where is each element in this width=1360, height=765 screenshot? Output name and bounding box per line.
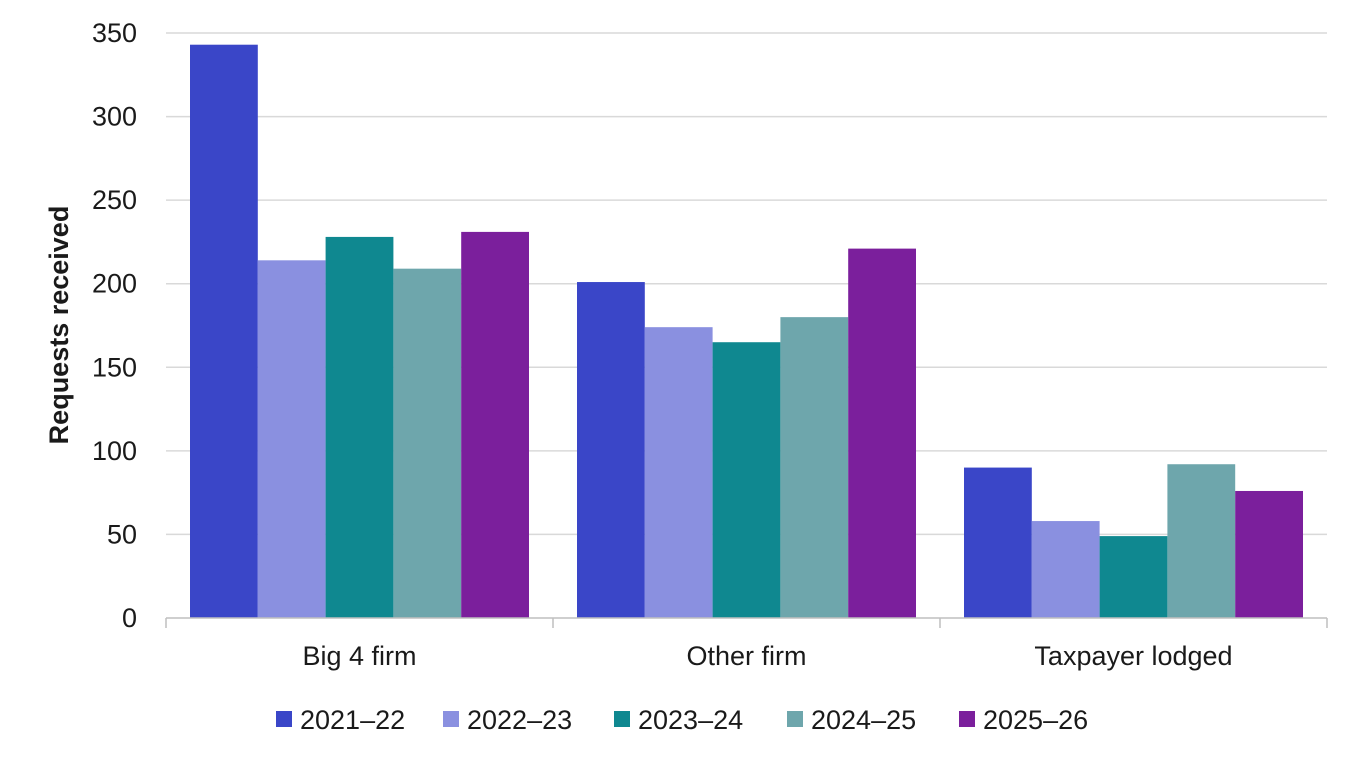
- legend-swatch: [443, 711, 459, 727]
- y-tick-label: 150: [92, 352, 137, 382]
- y-tick-label: 300: [92, 102, 137, 132]
- x-category-label: Taxpayer lodged: [1034, 641, 1232, 671]
- bar-1-4: [848, 248, 916, 618]
- bar-2-2: [1099, 536, 1168, 618]
- legend-swatch: [614, 711, 630, 727]
- bar-0-3: [393, 268, 462, 618]
- bar-0-4: [461, 231, 529, 618]
- x-category-label: Big 4 firm: [302, 641, 416, 671]
- bar-2-0: [964, 467, 1032, 618]
- bar-1-0: [577, 282, 645, 618]
- y-axis-title: Requests received: [44, 206, 74, 445]
- y-axis-ticks: 0 50 100 150 200 250 300 350: [92, 18, 137, 633]
- bar-1-2: [712, 342, 781, 618]
- bar-2-3: [1167, 464, 1236, 618]
- legend-swatch: [787, 711, 803, 727]
- legend-label: 2023–24: [638, 705, 743, 735]
- legend-swatch: [959, 711, 975, 727]
- bar-0-1: [257, 260, 326, 618]
- y-tick-label: 350: [92, 18, 137, 48]
- bar-0-0: [190, 44, 258, 618]
- legend-swatch: [276, 711, 292, 727]
- legend-label: 2025–26: [983, 705, 1088, 735]
- y-tick-label: 200: [92, 269, 137, 299]
- bar-1-3: [780, 317, 849, 618]
- bar-1-1: [644, 327, 713, 618]
- bar-2-1: [1031, 521, 1100, 618]
- x-category-label: Other firm: [686, 641, 806, 671]
- legend: 2021–22 2022–23 2023–24 2024–25 2025–26: [276, 705, 1088, 735]
- y-tick-label: 100: [92, 436, 137, 466]
- bars: [190, 44, 1303, 618]
- legend-label: 2024–25: [811, 705, 916, 735]
- bar-0-2: [325, 236, 394, 618]
- y-tick-label: 0: [122, 603, 137, 633]
- y-tick-label: 50: [107, 519, 137, 549]
- legend-label: 2021–22: [300, 705, 405, 735]
- y-tick-label: 250: [92, 185, 137, 215]
- legend-label: 2022–23: [467, 705, 572, 735]
- bar-2-4: [1235, 490, 1303, 618]
- x-axis: Big 4 firm Other firm Taxpayer lodged: [165, 617, 1328, 671]
